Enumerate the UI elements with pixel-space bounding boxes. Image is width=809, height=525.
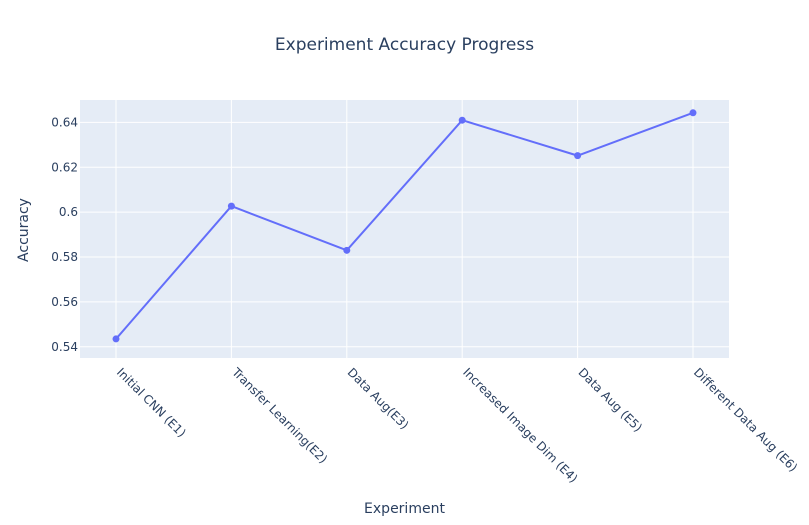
data-point (458, 116, 466, 124)
y-axis-title: Accuracy (16, 198, 32, 262)
chart-title: Experiment Accuracy Progress (275, 35, 534, 55)
y-tick-label: 0.58 (51, 250, 78, 264)
plot-area (80, 100, 729, 358)
y-tick-label: 0.6 (59, 205, 78, 219)
series-group (112, 109, 697, 343)
data-point (343, 246, 351, 254)
data-point (574, 152, 582, 160)
x-axis-title: Experiment (364, 501, 445, 517)
data-point (689, 109, 697, 117)
x-gridlines (115, 100, 694, 358)
data-point (227, 202, 235, 210)
series-line (115, 111, 694, 340)
y-tick-label: 0.64 (51, 115, 78, 129)
data-point (112, 335, 120, 343)
y-tick-label: 0.62 (51, 160, 78, 174)
y-tick-labels: 0.54 0.56 0.58 0.6 0.62 0.64 (51, 115, 78, 353)
y-tick-label: 0.56 (51, 295, 78, 309)
y-tick-label: 0.54 (51, 340, 78, 354)
